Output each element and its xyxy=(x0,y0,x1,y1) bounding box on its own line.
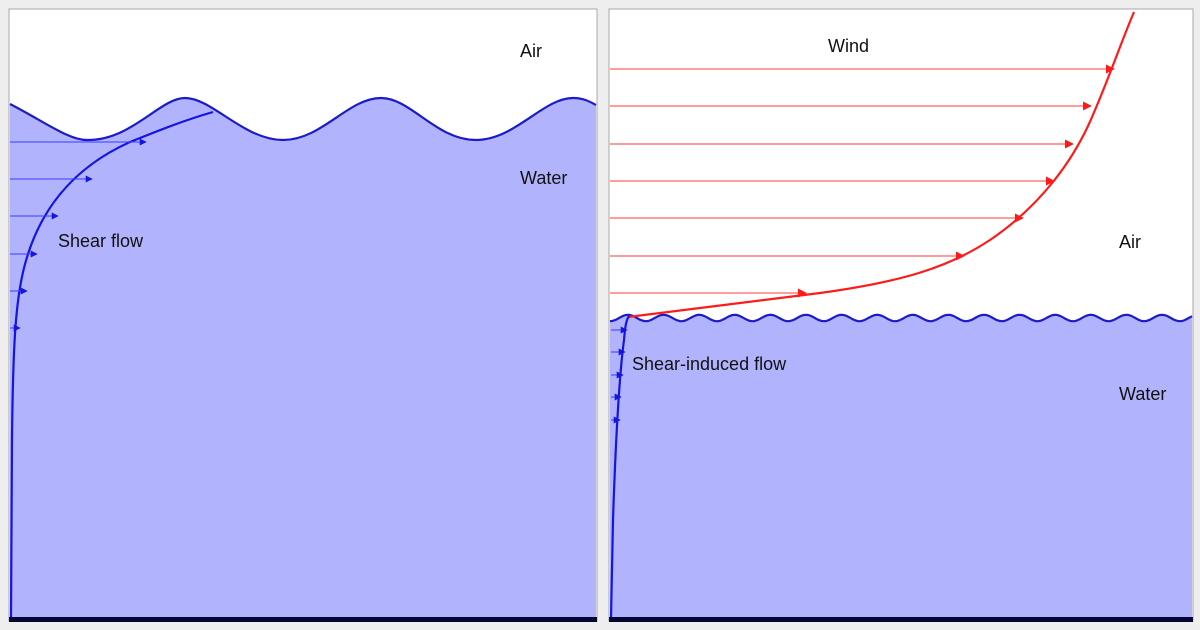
left-water-body xyxy=(10,98,596,618)
left-shear-flow-label: Shear flow xyxy=(58,231,144,251)
right-panel: Wind Air Shear-induced flow Water xyxy=(608,8,1194,622)
right-water-label: Water xyxy=(1119,384,1166,404)
left-air-label: Air xyxy=(520,41,542,61)
wind-label: Wind xyxy=(828,36,869,56)
left-panel: Air Water Shear flow xyxy=(8,8,598,622)
right-water-surface xyxy=(609,313,1193,323)
left-shear-flow-profile xyxy=(9,110,214,619)
right-bottom-floor xyxy=(609,617,1193,622)
right-shear-induced-flow-profile xyxy=(609,315,630,619)
left-water-label: Water xyxy=(520,168,567,188)
right-shear-induced-flow-label: Shear-induced flow xyxy=(632,354,787,374)
left-water-surface xyxy=(9,96,597,142)
wind-profile xyxy=(627,11,1136,319)
left-bottom-floor xyxy=(9,617,597,622)
right-air-label: Air xyxy=(1119,232,1141,252)
right-water-body xyxy=(610,314,1192,618)
